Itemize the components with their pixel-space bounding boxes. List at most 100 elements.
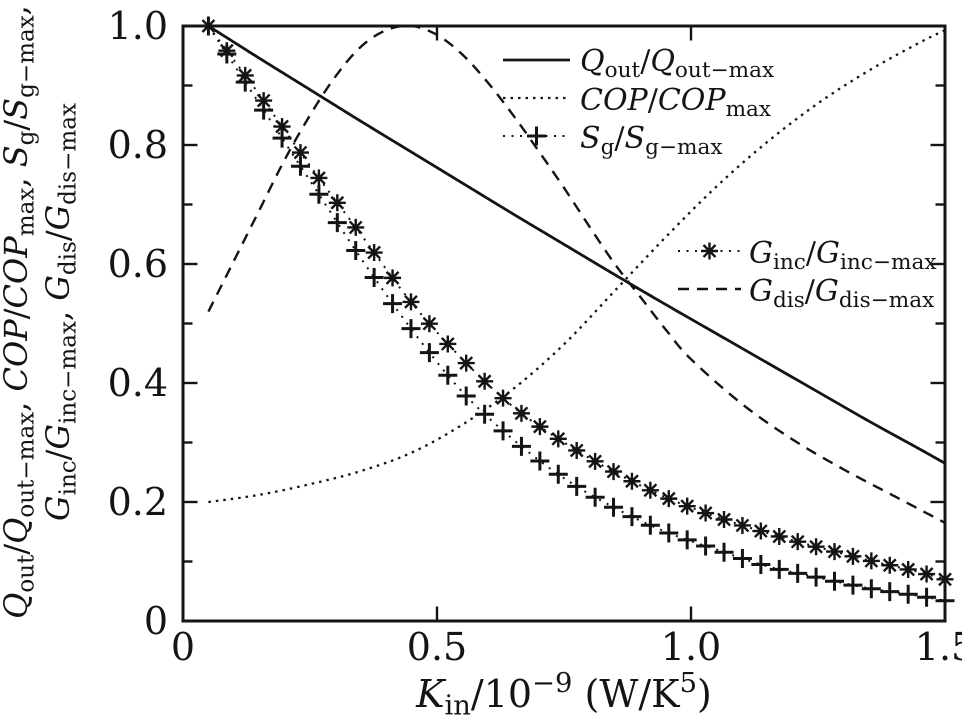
y-axis-label-line-2: Ginc/Ginc−max, Gdis/Gdis−max [39,103,81,521]
math-segment: Q [0,518,35,544]
asterisk-marker [457,354,475,372]
asterisk-marker [641,481,659,499]
math-segment: Q [0,593,35,619]
asterisk-marker [807,538,825,556]
x-tick-label: 0.5 [407,625,467,669]
math-segment: G [39,275,77,301]
math-segment: out−max [675,58,774,83]
math-segment: COP [580,83,649,118]
y-tick-label: 0.4 [108,361,168,405]
plus-marker [493,421,513,441]
plus-marker [604,497,624,517]
math-segment: g−max [13,15,39,98]
math-segment: , [0,5,35,15]
plus-marker [917,587,937,607]
math-segment: / [0,308,35,319]
math-segment: inc [55,460,81,495]
plus-marker [346,241,366,261]
math-segment: K [415,672,447,716]
x-axis-label: Kin/10−9 (W/K5) [415,668,712,722]
asterisk-marker [328,194,346,212]
math-segment: inc [773,250,806,275]
asterisk-marker [439,335,457,353]
math-segment: / [614,121,625,156]
math-segment: COP [0,236,35,309]
asterisk-marker [218,42,236,60]
asterisk-marker [881,556,899,574]
math-segment: −9 [532,668,572,699]
math-segment: G [39,205,77,231]
math-segment: 0.8 [108,123,168,167]
legend-label-Ginc: Ginc/Ginc−max [749,236,937,275]
math-segment: out [13,554,39,593]
asterisk-marker [512,404,530,422]
math-segment: inc−max [840,250,937,275]
math-segment: 1.0 [661,625,721,669]
plus-marker [527,126,546,146]
series-line-COP [208,29,946,504]
math-segment: /10 [471,672,532,716]
asterisk-marker [494,389,512,407]
asterisk-marker [605,463,623,481]
plus-marker [696,536,716,556]
math-segment: 0.5 [407,625,467,669]
asterisk-marker [255,92,273,110]
math-segment: g−max [645,135,722,160]
curves-layer [198,16,955,611]
math-segment: max [13,188,39,237]
math-segment: (W/K [572,672,680,716]
axes-layer [181,24,947,623]
asterisk-marker [420,315,438,333]
math-segment: max [726,97,772,122]
math-segment: g [601,135,615,160]
asterisk-marker [236,66,254,84]
asterisk-marker [899,560,917,578]
plus-marker [677,530,697,550]
x-tick-label: 1.0 [661,625,721,669]
asterisk-marker [826,543,844,561]
plus-marker [309,184,329,204]
math-segment: / [806,236,817,271]
asterisk-marker [789,533,807,551]
legend-entry-Sg: Sg/Sg−max [503,121,723,160]
math-segment: Q [580,44,605,79]
plus-marker [383,294,403,314]
plus-marker [511,436,531,456]
math-segment: COP [0,319,35,392]
plus-marker [769,559,789,579]
plus-marker [880,582,900,602]
math-segment: out [605,58,641,83]
x-tick-label: 1.5 [915,625,962,669]
math-segment: 1.0 [108,4,168,48]
math-segment: S [0,145,35,167]
math-segment: / [39,449,77,460]
plus-marker [806,567,826,587]
plus-marker [843,575,863,595]
math-segment: dis−max [55,103,81,205]
asterisk-marker [733,516,751,534]
asterisk-marker [273,118,291,136]
asterisk-marker [862,552,880,570]
asterisk-marker [715,510,733,528]
asterisk-marker [678,497,696,515]
math-segment: G [749,274,773,309]
asterisk-marker [384,269,402,287]
legend-label-Sg: Sg/Sg−max [580,121,723,160]
asterisk-marker [549,430,567,448]
math-segment: , [39,301,77,321]
x-tick-label: 0 [171,625,195,669]
plus-marker [364,267,384,287]
asterisk-marker [660,490,678,508]
math-segment: G [39,424,77,450]
legend-entry-COP: COP/COPmax [503,83,771,122]
math-segment: 0 [144,599,168,643]
plus-marker [456,386,476,406]
math-segment: 1.5 [915,625,962,669]
math-segment: 0 [171,625,195,669]
math-segment: / [805,274,816,309]
y-axis-label-line-1: Qout/Qout−max, COP/COPmax, Sg/Sg−max, [0,5,39,619]
